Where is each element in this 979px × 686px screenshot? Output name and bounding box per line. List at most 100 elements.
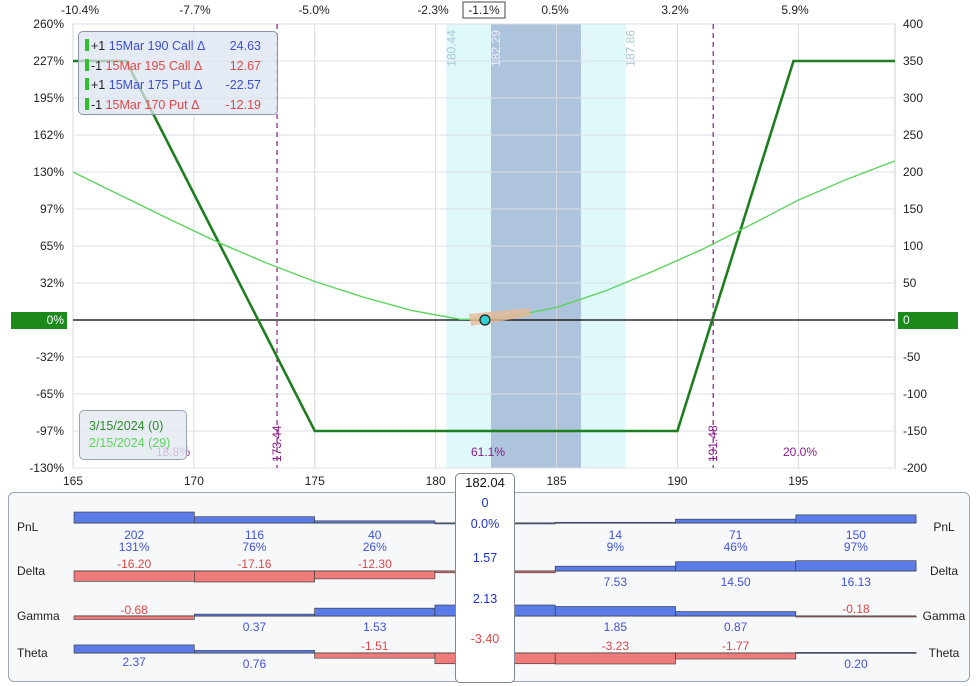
top-tick-label: 0.5% bbox=[541, 3, 569, 17]
cursor-values: 0 0.0% 1.57 2.13 -3.40 bbox=[471, 496, 500, 646]
legend-delta: -12.19 bbox=[225, 97, 261, 112]
zero-label-right: 0 bbox=[903, 313, 910, 327]
greek-bar bbox=[675, 611, 797, 617]
left-tick-label: -65% bbox=[36, 387, 64, 401]
greek-name-right: Delta bbox=[930, 564, 958, 578]
left-tick-label: 32% bbox=[40, 276, 64, 290]
greek-name-right: Gamma bbox=[923, 609, 966, 623]
greek-bar bbox=[194, 613, 315, 617]
top-tick-label: -7.7% bbox=[179, 3, 211, 17]
greek-bar bbox=[795, 514, 917, 524]
date-legend[interactable]: 3/15/2024 (0) 2/15/2024 (29) bbox=[79, 410, 187, 460]
legend-delta: 12.67 bbox=[229, 58, 261, 73]
legend-row[interactable]: -1 15Mar 170 Put Δ -12.19 bbox=[85, 96, 273, 116]
right-tick-label: -200 bbox=[903, 461, 927, 475]
greek-value: 0.20 bbox=[844, 657, 868, 671]
right-tick-label: 350 bbox=[903, 54, 923, 68]
legend-delta: 24.63 bbox=[229, 39, 261, 53]
left-tick-label: 65% bbox=[40, 239, 64, 253]
greek-bar bbox=[73, 615, 195, 620]
left-tick-label: 130% bbox=[33, 165, 64, 179]
top-tick-label: 5.9% bbox=[781, 3, 809, 17]
greek-subvalue: 46% bbox=[724, 540, 748, 554]
price-cursor[interactable]: 182.04 0 0.0% 1.57 2.13 -3.40 bbox=[455, 473, 515, 683]
breakeven-label: 191.48 bbox=[706, 425, 720, 462]
legend-sign: +1 bbox=[91, 78, 106, 92]
greek-bar bbox=[554, 521, 676, 524]
band-label: 187.86 bbox=[624, 30, 638, 67]
top-tick-label: -2.3% bbox=[417, 3, 449, 17]
current-price-dot bbox=[479, 314, 491, 326]
cursor-greek-value: 0 bbox=[482, 496, 489, 510]
greek-bar bbox=[795, 560, 917, 572]
legend-desc: 15Mar 190 Call Δ bbox=[108, 39, 206, 53]
greek-value: -1.77 bbox=[722, 639, 750, 653]
band-label: 180.44 bbox=[444, 30, 458, 67]
greek-value: 202 bbox=[124, 528, 144, 542]
greek-bar bbox=[194, 516, 315, 524]
date-legend-item[interactable]: 2/15/2024 (29) bbox=[89, 436, 171, 450]
right-tick-label: 100 bbox=[903, 239, 923, 253]
x-tick-label: 170 bbox=[184, 474, 204, 488]
zero-label-left: 0% bbox=[47, 313, 65, 327]
std-dev-bands: 180.44 187.86 182.29 186.01 bbox=[72, 23, 895, 469]
left-tick-label: -130% bbox=[29, 461, 64, 475]
breakeven-label: 173.44 bbox=[270, 425, 284, 462]
legend-delta: -22.57 bbox=[225, 78, 261, 92]
greek-value: 14.50 bbox=[721, 575, 751, 589]
greek-subvalue: 76% bbox=[242, 540, 266, 554]
date-legend-item[interactable]: 3/15/2024 (0) bbox=[89, 419, 164, 433]
right-tick-label: 250 bbox=[903, 128, 923, 142]
greek-value: -17.16 bbox=[237, 557, 271, 571]
greek-bar bbox=[314, 652, 436, 659]
greek-value: -0.68 bbox=[120, 603, 148, 617]
greek-value: 40 bbox=[368, 528, 382, 542]
x-tick-label: 185 bbox=[547, 474, 567, 488]
right-tick-label: 200 bbox=[903, 165, 923, 179]
legend-row[interactable]: +1 15Mar 190 Call Δ 24.63 bbox=[85, 37, 273, 57]
greek-bar bbox=[795, 615, 917, 618]
greek-subvalue: 9% bbox=[607, 540, 625, 554]
x-tick-label: 190 bbox=[667, 474, 687, 488]
greek-bar bbox=[73, 570, 195, 582]
right-tick-label: 50 bbox=[903, 276, 917, 290]
greek-bar bbox=[314, 607, 436, 617]
position-legend[interactable]: +1 15Mar 190 Call Δ 24.63 -1 15Mar 195 Cal… bbox=[78, 31, 278, 115]
cursor-greek-value: 2.13 bbox=[473, 592, 497, 606]
greek-value: 0.37 bbox=[243, 620, 267, 634]
right-tick-label: -150 bbox=[903, 424, 927, 438]
greek-value: 7.53 bbox=[604, 575, 628, 589]
zero-marker-right bbox=[898, 312, 958, 329]
greek-value: 116 bbox=[245, 528, 264, 542]
left-tick-label: -32% bbox=[36, 350, 64, 364]
legend-desc: 15Mar 195 Call Δ bbox=[105, 58, 203, 73]
greeks-chart: PnLPnL202131%11676%4026%11%149%7146%1509… bbox=[17, 511, 966, 671]
top-tick-label: -5.0% bbox=[298, 3, 330, 17]
greek-value: 1.53 bbox=[363, 620, 387, 634]
left-tick-label: -97% bbox=[36, 424, 64, 438]
top-tick-label: 3.2% bbox=[661, 3, 689, 17]
x-tick-label: 165 bbox=[63, 474, 83, 488]
cursor-greek-subvalue: 0.0% bbox=[471, 517, 500, 531]
legend-row[interactable]: -1 15Mar 195 Call Δ 12.67 bbox=[85, 57, 273, 77]
band-label: 186.01 bbox=[579, 30, 593, 67]
greek-name-left: Gamma bbox=[17, 609, 60, 623]
greek-value: 0.76 bbox=[243, 657, 267, 671]
greek-subvalue: 131% bbox=[119, 540, 150, 554]
greek-bar bbox=[194, 650, 315, 654]
legend-sign: -1 bbox=[91, 97, 103, 112]
greek-bar bbox=[554, 652, 676, 665]
greek-name-right: PnL bbox=[933, 520, 955, 534]
greek-value: 150 bbox=[846, 528, 866, 542]
right-tick-label: 400 bbox=[903, 17, 923, 31]
legend-sign: +1 bbox=[91, 39, 106, 53]
right-tick-label: 300 bbox=[903, 91, 923, 105]
greek-name-left: Theta bbox=[17, 646, 48, 660]
greek-bar bbox=[314, 520, 436, 524]
right-tick-label: -100 bbox=[903, 387, 927, 401]
greek-value: -0.18 bbox=[842, 602, 870, 616]
legend-marker bbox=[85, 39, 89, 51]
top-current-box bbox=[462, 1, 506, 19]
legend-row[interactable]: +1 15Mar 175 Put Δ -22.57 bbox=[85, 76, 273, 96]
markers bbox=[468, 308, 531, 326]
